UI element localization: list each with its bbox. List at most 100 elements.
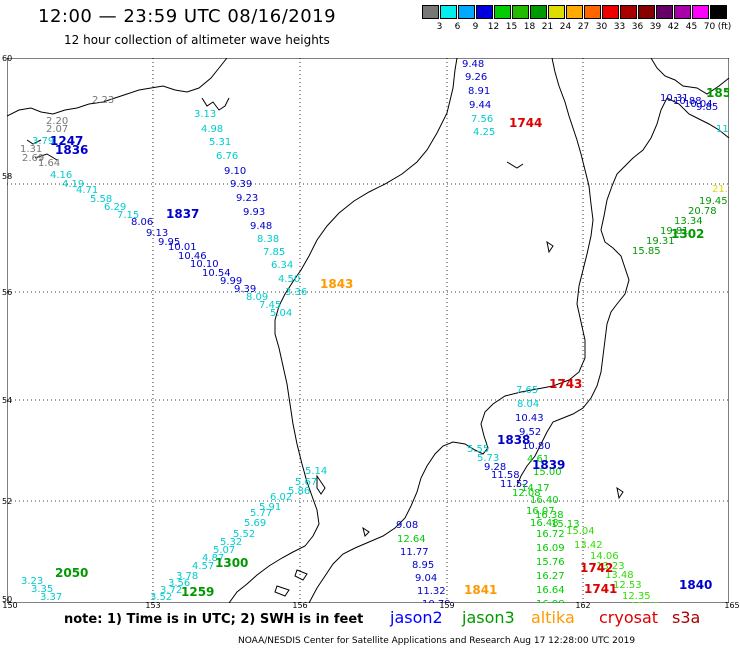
wave-height-value: 13.42 xyxy=(574,540,603,551)
map-title: 12:00 — 23:59 UTC 08/16/2019 xyxy=(38,6,337,27)
wave-height-value: 2.07 xyxy=(46,124,68,135)
wave-height-value: 19.81 xyxy=(660,226,689,237)
wave-height-value: 9.10 xyxy=(224,166,246,177)
wave-height-value: 9.44 xyxy=(469,100,491,111)
legend-jason3: jason3 xyxy=(462,608,515,627)
pass-time-label: 1300 xyxy=(215,556,248,570)
units-note: note: 1) Time is in UTC; 2) SWH is in fe… xyxy=(64,612,364,627)
scale-swatch xyxy=(422,5,439,19)
scale-label: 24 xyxy=(559,22,572,32)
pass-time-label: 1744 xyxy=(509,116,542,130)
wave-height-value: 5.31 xyxy=(209,137,231,148)
wave-height-value: 13.34 xyxy=(674,216,703,227)
scale-swatch xyxy=(710,5,727,19)
wave-height-value: 4.71 xyxy=(76,185,98,196)
wave-height-value: 12.35 xyxy=(622,591,651,602)
wave-height-value: 3.78 xyxy=(176,571,198,582)
lat-label-52: 52 xyxy=(2,497,13,506)
pass-time-label: 1741 xyxy=(584,582,617,596)
wave-height-value: 9.95 xyxy=(158,237,180,248)
lat-label-54: 54 xyxy=(2,396,13,405)
wave-height-value: 7.45 xyxy=(259,300,281,311)
wave-height-value: 11.58 xyxy=(491,470,520,481)
wave-height-value: 5.32 xyxy=(220,537,242,548)
scale-swatch xyxy=(458,5,475,19)
scale-swatch xyxy=(584,5,601,19)
wave-height-value: 11.9 xyxy=(716,124,729,135)
wave-height-value: 3.37 xyxy=(40,592,62,603)
wave-height-value: 1.31 xyxy=(20,144,42,155)
wave-height-value: 9.39 xyxy=(234,284,256,295)
wave-height-value: 9.28 xyxy=(484,462,506,473)
wave-height-value: 5.04 xyxy=(270,308,292,319)
wave-height-value: 4.25 xyxy=(473,127,495,138)
wave-height-value: 16.07 xyxy=(526,506,555,517)
wave-height-value: 3.52 xyxy=(150,592,172,603)
scale-label: 27 xyxy=(577,22,590,32)
wave-height-value: 9.23 xyxy=(236,193,258,204)
wave-height-value: 7.56 xyxy=(471,114,493,125)
wave-height-value: 10.80 xyxy=(522,441,551,452)
wave-height-value: 15.00 xyxy=(533,467,562,478)
wave-height-value: 11.77 xyxy=(400,547,429,558)
pass-time-label: 1839 xyxy=(532,458,565,472)
scale-swatch xyxy=(602,5,619,19)
wave-height-value: 8.04 xyxy=(517,399,539,410)
wave-height-value: 9.04 xyxy=(415,573,437,584)
scale-swatch xyxy=(620,5,637,19)
wave-height-value: 6.76 xyxy=(216,151,238,162)
wave-height-value: 16.40 xyxy=(530,495,559,506)
scale-label: 15 xyxy=(505,22,518,32)
lat-label-58: 58 xyxy=(2,172,13,181)
wave-height-value: 3.36 xyxy=(285,287,307,298)
wave-height-value: 10.31 xyxy=(660,93,689,104)
wave-height-value: 10.43 xyxy=(515,413,544,424)
wave-height-value: 9.99 xyxy=(220,276,242,287)
wave-height-value: 8.91 xyxy=(468,86,490,97)
wave-height-value: 19.45 xyxy=(699,196,728,207)
wave-height-value: 16.48 xyxy=(530,518,559,529)
scale-label: 45 xyxy=(685,22,698,32)
wave-height-value: 15.04 xyxy=(566,526,595,537)
scale-label: 18 xyxy=(523,22,536,32)
wave-height-value: 5.07 xyxy=(213,545,235,556)
wave-height-value: 3.56 xyxy=(168,578,190,589)
footer-credit: NOAA/NESDIS Center for Satellite Applica… xyxy=(238,636,636,646)
scale-swatch xyxy=(692,5,709,19)
wave-height-value: 2.20 xyxy=(46,116,68,127)
wave-height-value: 19.31 xyxy=(646,236,675,247)
wave-height-value: 11.32 xyxy=(417,586,446,597)
lat-label-60: 60 xyxy=(2,54,13,63)
scale-label: 33 xyxy=(613,22,626,32)
wave-height-value: 16.64 xyxy=(536,585,565,596)
scale-label: 6 xyxy=(454,22,461,32)
scale-swatch xyxy=(512,5,529,19)
wave-height-value: 10.10 xyxy=(190,259,219,270)
wave-height-value: 10.88 xyxy=(673,96,702,107)
wave-height-value: 9.39 xyxy=(230,179,252,190)
pass-time-label: 1837 xyxy=(166,207,199,221)
wave-height-value: 10.46 xyxy=(178,251,207,262)
wave-height-value: 3.23 xyxy=(21,576,43,587)
wave-height-value: 16.09 xyxy=(536,543,565,554)
wave-height-value: 3.72 xyxy=(160,585,182,596)
scale-label: 9 xyxy=(472,22,479,32)
wave-height-value: 9.48 xyxy=(250,221,272,232)
wave-height-value: 12.08 xyxy=(512,488,541,499)
wave-height-value: 5.67 xyxy=(295,477,317,488)
wave-height-value: 4.87 xyxy=(202,553,224,564)
wave-height-value: 8.06 xyxy=(131,217,153,228)
map-subtitle: 12 hour collection of altimeter wave hei… xyxy=(64,33,330,47)
wave-height-value: 5.69 xyxy=(244,518,266,529)
wave-height-value: 3.79 xyxy=(32,136,54,147)
wave-height-value: 4.98 xyxy=(201,124,223,135)
scale-label: 36 xyxy=(631,22,644,32)
scale-label: 21 xyxy=(541,22,554,32)
scale-label: 3 xyxy=(436,22,443,32)
wave-height-value: 6.02 xyxy=(270,492,292,503)
lon-label-156: 156 xyxy=(292,601,308,610)
pass-time-label: 1853 xyxy=(706,86,729,100)
lon-label-165: 165 xyxy=(724,601,740,610)
wave-height-value: 3.13 xyxy=(194,109,216,120)
wave-height-value: 2.23 xyxy=(92,95,114,106)
